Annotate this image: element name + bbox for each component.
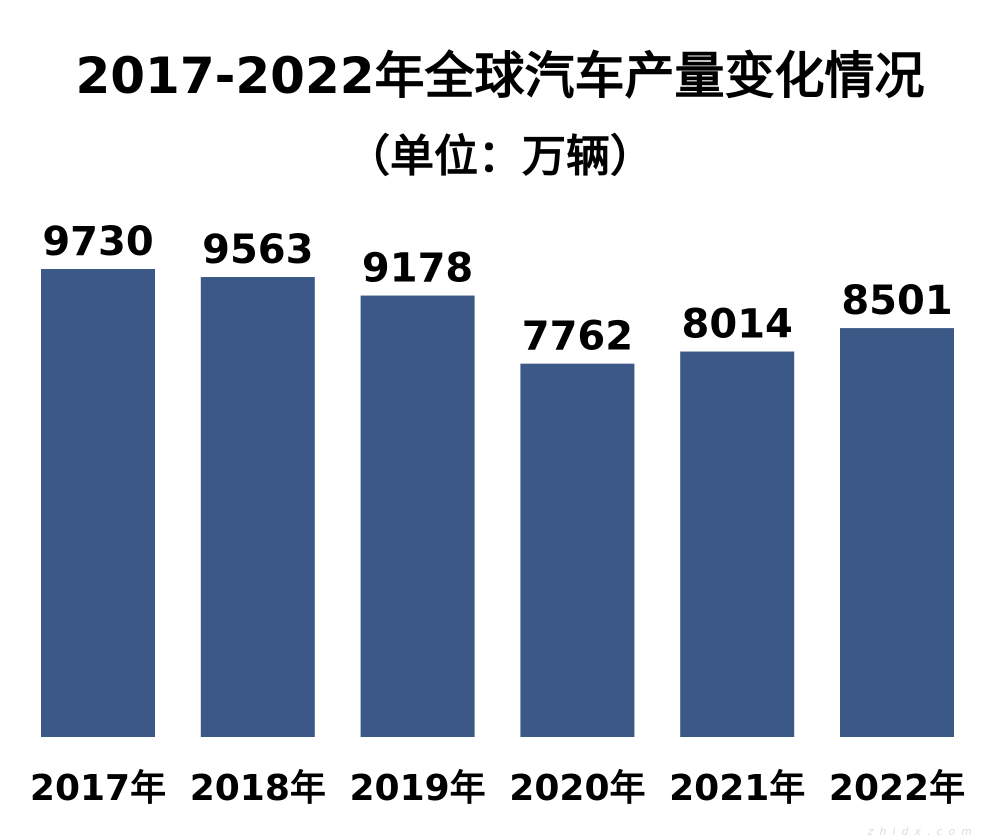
data-label: 8014 — [682, 302, 793, 348]
x-tick-label: 2021年 — [669, 768, 805, 809]
bar-2021年 — [680, 351, 795, 737]
data-label: 8501 — [841, 278, 952, 324]
watermark: zhidx.com — [867, 825, 978, 838]
x-tick-label: 2020年 — [509, 768, 645, 809]
bar-2017年 — [41, 269, 155, 737]
bar-2019年 — [360, 295, 475, 737]
x-tick-label: 2018年 — [190, 768, 326, 809]
chart-title: 2017-2022年全球汽车产量变化情况 — [75, 47, 925, 105]
x-tick-label: 2022年 — [829, 768, 965, 809]
x-tick-label: 2019年 — [349, 768, 485, 809]
chart-subtitle: （单位：万辆） — [346, 131, 654, 182]
data-label: 9563 — [202, 227, 313, 273]
data-label: 9178 — [362, 246, 473, 292]
bar-2022年 — [840, 328, 954, 737]
data-label: 9730 — [42, 219, 153, 265]
data-label: 7762 — [522, 314, 633, 360]
x-tick-label: 2017年 — [30, 768, 166, 809]
bar-2020年 — [520, 363, 635, 737]
bar-2018年 — [200, 277, 315, 737]
